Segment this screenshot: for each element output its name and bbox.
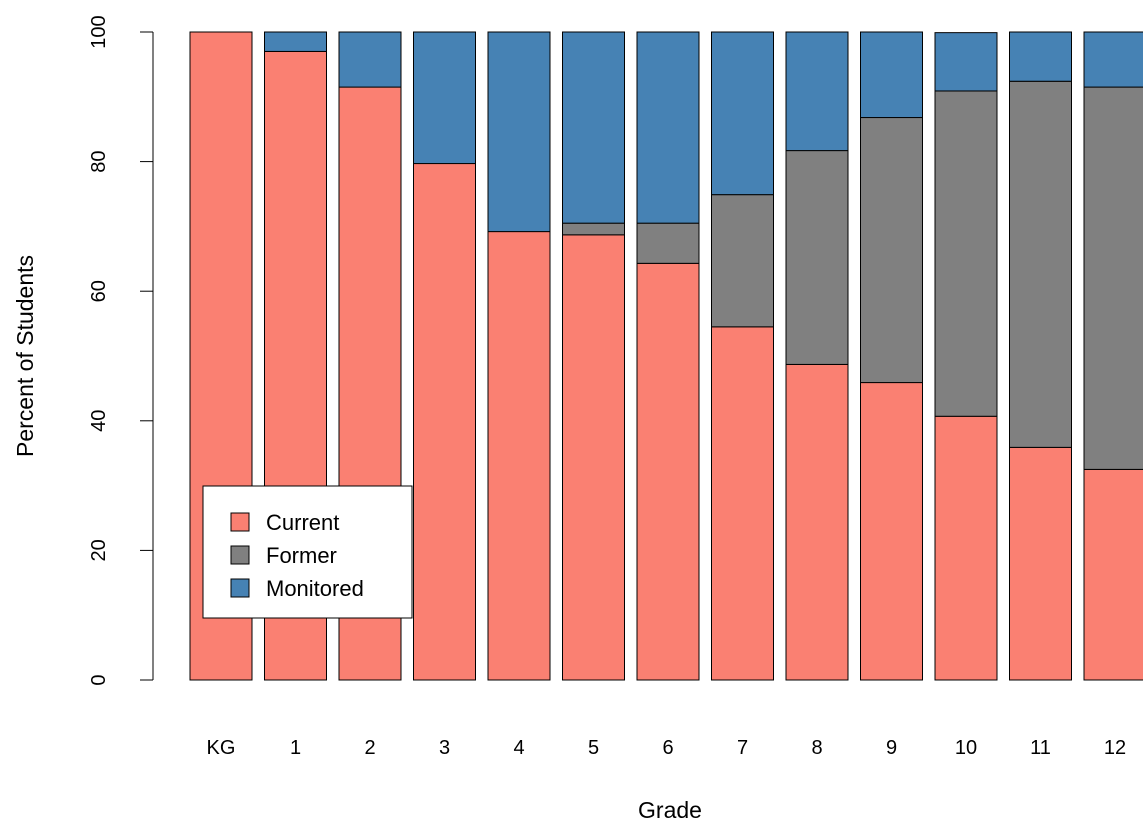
y-tick-label-0: 0 bbox=[88, 674, 110, 685]
bar-current-7 bbox=[711, 326, 774, 681]
x-tick-label-1: 1 bbox=[290, 737, 301, 759]
bar-former-5 bbox=[562, 222, 625, 236]
y-tick-label-60: 60 bbox=[88, 280, 110, 302]
bar-current-10 bbox=[934, 415, 998, 681]
bar-former-10 bbox=[934, 90, 998, 417]
y-tick-label-80: 80 bbox=[88, 150, 110, 172]
x-tick-label-kg: KG bbox=[207, 737, 236, 759]
x-axis-labels: KG 1 2 3 4 5 6 7 8 9 10 11 12 bbox=[207, 737, 1127, 759]
x-tick-label-2: 2 bbox=[364, 737, 375, 759]
bar-former-8 bbox=[785, 150, 849, 365]
legend-swatch-monitored bbox=[230, 578, 250, 598]
x-tick-label-11: 11 bbox=[1030, 737, 1051, 759]
bar-monitored-1 bbox=[264, 31, 327, 52]
y-axis: 0 20 40 60 80 100 bbox=[88, 15, 154, 686]
y-tick-label-40: 40 bbox=[88, 410, 110, 432]
bar-current-4 bbox=[487, 231, 551, 681]
legend: Current Former Monitored bbox=[202, 485, 413, 619]
x-tick-label-10: 10 bbox=[955, 737, 977, 759]
legend-swatch-former bbox=[230, 545, 250, 565]
x-tick-label-9: 9 bbox=[886, 737, 897, 759]
bar-monitored-12 bbox=[1083, 31, 1143, 88]
bar-monitored-10 bbox=[934, 32, 998, 92]
bar-monitored-4 bbox=[487, 31, 551, 233]
bar-current-3 bbox=[413, 163, 476, 681]
bar-former-11 bbox=[1009, 80, 1072, 448]
legend-label-monitored: Monitored bbox=[266, 576, 364, 601]
bar-current-8 bbox=[785, 363, 849, 681]
x-axis-title: Grade bbox=[638, 797, 702, 823]
bar-monitored-7 bbox=[711, 31, 774, 196]
bar-current-12 bbox=[1083, 468, 1143, 681]
bar-monitored-5 bbox=[562, 31, 625, 224]
y-tick-label-20: 20 bbox=[88, 539, 110, 561]
bar-former-6 bbox=[636, 222, 700, 264]
bar-current-6 bbox=[636, 262, 700, 681]
bar-former-12 bbox=[1083, 86, 1143, 470]
bar-former-7 bbox=[711, 194, 774, 328]
bar-monitored-8 bbox=[785, 31, 849, 152]
bar-current-11 bbox=[1009, 446, 1072, 681]
x-tick-label-6: 6 bbox=[662, 737, 673, 759]
y-tick-label-100: 100 bbox=[88, 15, 110, 48]
bar-monitored-3 bbox=[413, 31, 476, 165]
bar-monitored-9 bbox=[860, 31, 923, 119]
bar-monitored-11 bbox=[1009, 31, 1072, 82]
bar-current-9 bbox=[860, 382, 923, 681]
x-tick-label-8: 8 bbox=[811, 737, 822, 759]
y-axis-title: Percent of Students bbox=[12, 255, 38, 457]
x-tick-label-7: 7 bbox=[737, 737, 748, 759]
bar-monitored-2 bbox=[338, 31, 402, 88]
x-tick-label-5: 5 bbox=[588, 737, 599, 759]
bar-monitored-6 bbox=[636, 31, 700, 224]
x-tick-label-12: 12 bbox=[1104, 737, 1126, 759]
legend-swatch-current bbox=[230, 512, 250, 532]
bar-current-5 bbox=[562, 234, 625, 681]
legend-label-current: Current bbox=[266, 510, 339, 535]
x-tick-label-4: 4 bbox=[513, 737, 524, 759]
legend-label-former: Former bbox=[266, 543, 337, 568]
x-tick-label-3: 3 bbox=[439, 737, 450, 759]
bar-former-9 bbox=[860, 117, 923, 384]
